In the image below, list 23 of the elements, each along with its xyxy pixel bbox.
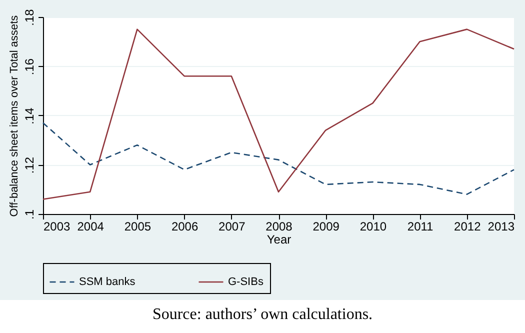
x-tick-label: 2004 [77,220,104,234]
line-series [42,28,515,200]
x-tick-label: 2013 [488,220,515,234]
x-tick-label: 2003 [44,220,71,234]
y-tick-label: .16 [22,58,36,76]
x-tick-label: 2008 [266,220,293,234]
x-tick-label: 2006 [171,220,198,234]
legend-label: SSM banks [79,276,136,288]
x-tick-label: 2007 [218,220,246,234]
y-tick-label: .1 [22,209,36,220]
x-tick-label: 2009 [312,220,340,234]
x-tick-label: 2010 [360,220,387,234]
legend-label: G-SIBs [228,276,264,288]
x-tick-label: 2012 [454,220,482,234]
y-tick-label: .18 [22,8,36,26]
x-tick-label: 2005 [124,220,152,234]
y-tick-label: .12 [22,156,36,174]
y-axis-title: Off-balance sheet items over Total assets [8,14,20,217]
x-tick-label: 2011 [407,220,434,234]
y-tick-label: .14 [22,107,36,124]
x-axis-title: Year [266,232,292,246]
line-series [42,122,515,195]
source-note: Source: authors’ own calculations. [151,306,374,324]
